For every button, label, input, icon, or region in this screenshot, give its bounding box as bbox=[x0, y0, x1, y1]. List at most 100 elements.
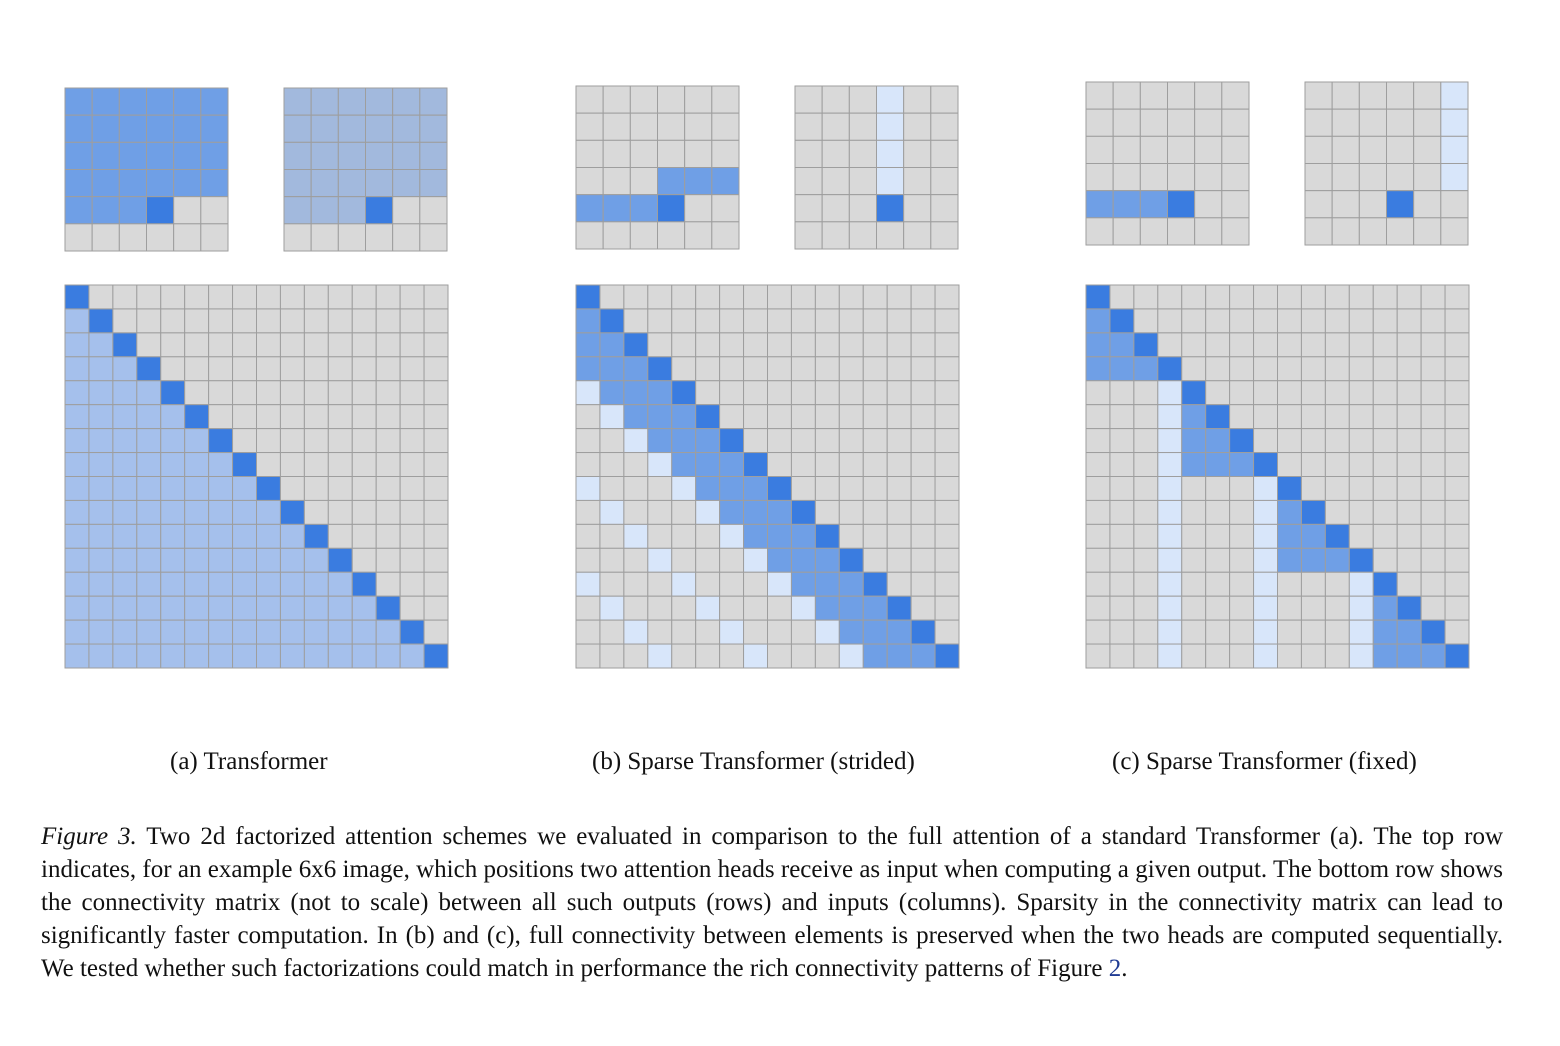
grid-cell bbox=[1358, 108, 1387, 137]
grid-cell bbox=[173, 141, 202, 171]
grid-cell bbox=[1085, 163, 1114, 192]
grid-cell bbox=[1304, 135, 1333, 165]
grid-cell bbox=[1205, 284, 1231, 310]
grid-cell bbox=[1157, 547, 1183, 573]
grid-cell bbox=[695, 523, 721, 549]
grid-cell bbox=[814, 595, 840, 621]
grid-cell bbox=[112, 499, 138, 525]
grid-cell bbox=[1229, 476, 1255, 501]
grid-cell bbox=[136, 428, 162, 454]
panel-a-head-2-grid bbox=[283, 87, 448, 252]
grid-cell bbox=[930, 167, 959, 196]
grid-cell bbox=[575, 221, 604, 250]
grid-cell bbox=[862, 476, 888, 501]
grid-cell bbox=[1300, 595, 1326, 621]
grid-cell bbox=[303, 547, 329, 573]
grid-cell bbox=[1277, 356, 1302, 382]
grid-cell bbox=[1157, 380, 1183, 406]
grid-cell bbox=[112, 428, 138, 454]
grid-cell bbox=[814, 356, 840, 382]
caption-figure-ref-link[interactable]: 2 bbox=[1108, 955, 1122, 982]
grid-cell bbox=[160, 452, 186, 477]
grid-cell bbox=[862, 404, 888, 430]
grid-cell bbox=[1205, 571, 1231, 597]
grid-cell bbox=[934, 523, 960, 549]
grid-cell bbox=[1324, 380, 1350, 406]
grid-cell bbox=[64, 223, 93, 252]
grid-cell bbox=[279, 332, 305, 358]
grid-cell bbox=[1253, 571, 1279, 597]
grid-cell bbox=[794, 139, 823, 169]
grid-cell bbox=[886, 404, 912, 430]
grid-cell bbox=[930, 221, 959, 250]
grid-cell bbox=[112, 643, 138, 669]
grid-cell bbox=[910, 452, 936, 477]
grid-cell bbox=[1085, 284, 1111, 310]
grid-cell bbox=[1133, 547, 1159, 573]
grid-cell bbox=[575, 452, 601, 477]
grid-cell bbox=[623, 476, 649, 501]
grid-cell bbox=[327, 332, 353, 358]
grid-cell bbox=[112, 547, 138, 573]
grid-cell bbox=[1396, 380, 1422, 406]
grid-cell bbox=[599, 428, 625, 454]
grid-cell bbox=[112, 523, 138, 549]
grid-cell bbox=[629, 139, 659, 169]
grid-cell bbox=[814, 332, 840, 358]
grid-cell bbox=[1085, 523, 1111, 549]
grid-cell bbox=[1085, 81, 1114, 110]
grid-cell bbox=[337, 87, 366, 116]
grid-cell bbox=[1112, 190, 1141, 219]
grid-cell bbox=[1420, 547, 1446, 573]
grid-cell bbox=[232, 619, 257, 645]
grid-cell bbox=[599, 619, 625, 645]
caption-text: Two 2d factorized attention schemes we e… bbox=[41, 823, 1503, 982]
grid-cell bbox=[1112, 135, 1141, 165]
grid-cell bbox=[232, 523, 257, 549]
grid-cell bbox=[711, 194, 740, 223]
grid-cell bbox=[327, 308, 353, 334]
grid-cell bbox=[1277, 404, 1302, 430]
grid-cell bbox=[657, 221, 686, 250]
grid-cell bbox=[767, 547, 792, 573]
grid-cell bbox=[1229, 428, 1255, 454]
grid-cell bbox=[671, 404, 697, 430]
grid-cell bbox=[1157, 284, 1183, 310]
grid-cell bbox=[1372, 332, 1398, 358]
grid-cell bbox=[256, 595, 281, 621]
grid-cell bbox=[1181, 571, 1207, 597]
grid-cell bbox=[423, 380, 449, 406]
grid-cell bbox=[599, 643, 625, 669]
grid-cell bbox=[1372, 619, 1398, 645]
grid-cell bbox=[647, 428, 673, 454]
grid-cell bbox=[208, 284, 234, 310]
grid-cell bbox=[375, 308, 401, 334]
grid-cell bbox=[1331, 135, 1360, 165]
grid-cell bbox=[814, 571, 840, 597]
grid-cell bbox=[1133, 428, 1159, 454]
grid-cell bbox=[599, 380, 625, 406]
grid-cell bbox=[337, 114, 366, 143]
grid-cell bbox=[1444, 404, 1470, 430]
grid-cell bbox=[599, 332, 625, 358]
grid-cell bbox=[848, 85, 878, 114]
grid-cell bbox=[1372, 404, 1398, 430]
grid-cell bbox=[1139, 81, 1168, 110]
grid-cell bbox=[1324, 523, 1350, 549]
grid-cell bbox=[112, 571, 138, 597]
grid-cell bbox=[1444, 380, 1470, 406]
grid-cell bbox=[232, 571, 257, 597]
grid-cell bbox=[838, 499, 864, 525]
grid-cell bbox=[1253, 356, 1279, 382]
grid-cell bbox=[657, 194, 686, 223]
grid-cell bbox=[327, 619, 353, 645]
grid-cell bbox=[575, 380, 601, 406]
grid-cell bbox=[1221, 190, 1250, 219]
grid-cell bbox=[821, 112, 850, 141]
grid-cell bbox=[1205, 619, 1231, 645]
grid-cell bbox=[719, 523, 745, 549]
grid-cell bbox=[623, 284, 649, 310]
grid-cell bbox=[1277, 547, 1302, 573]
grid-cell bbox=[1396, 499, 1422, 525]
grid-cell bbox=[1413, 135, 1442, 165]
